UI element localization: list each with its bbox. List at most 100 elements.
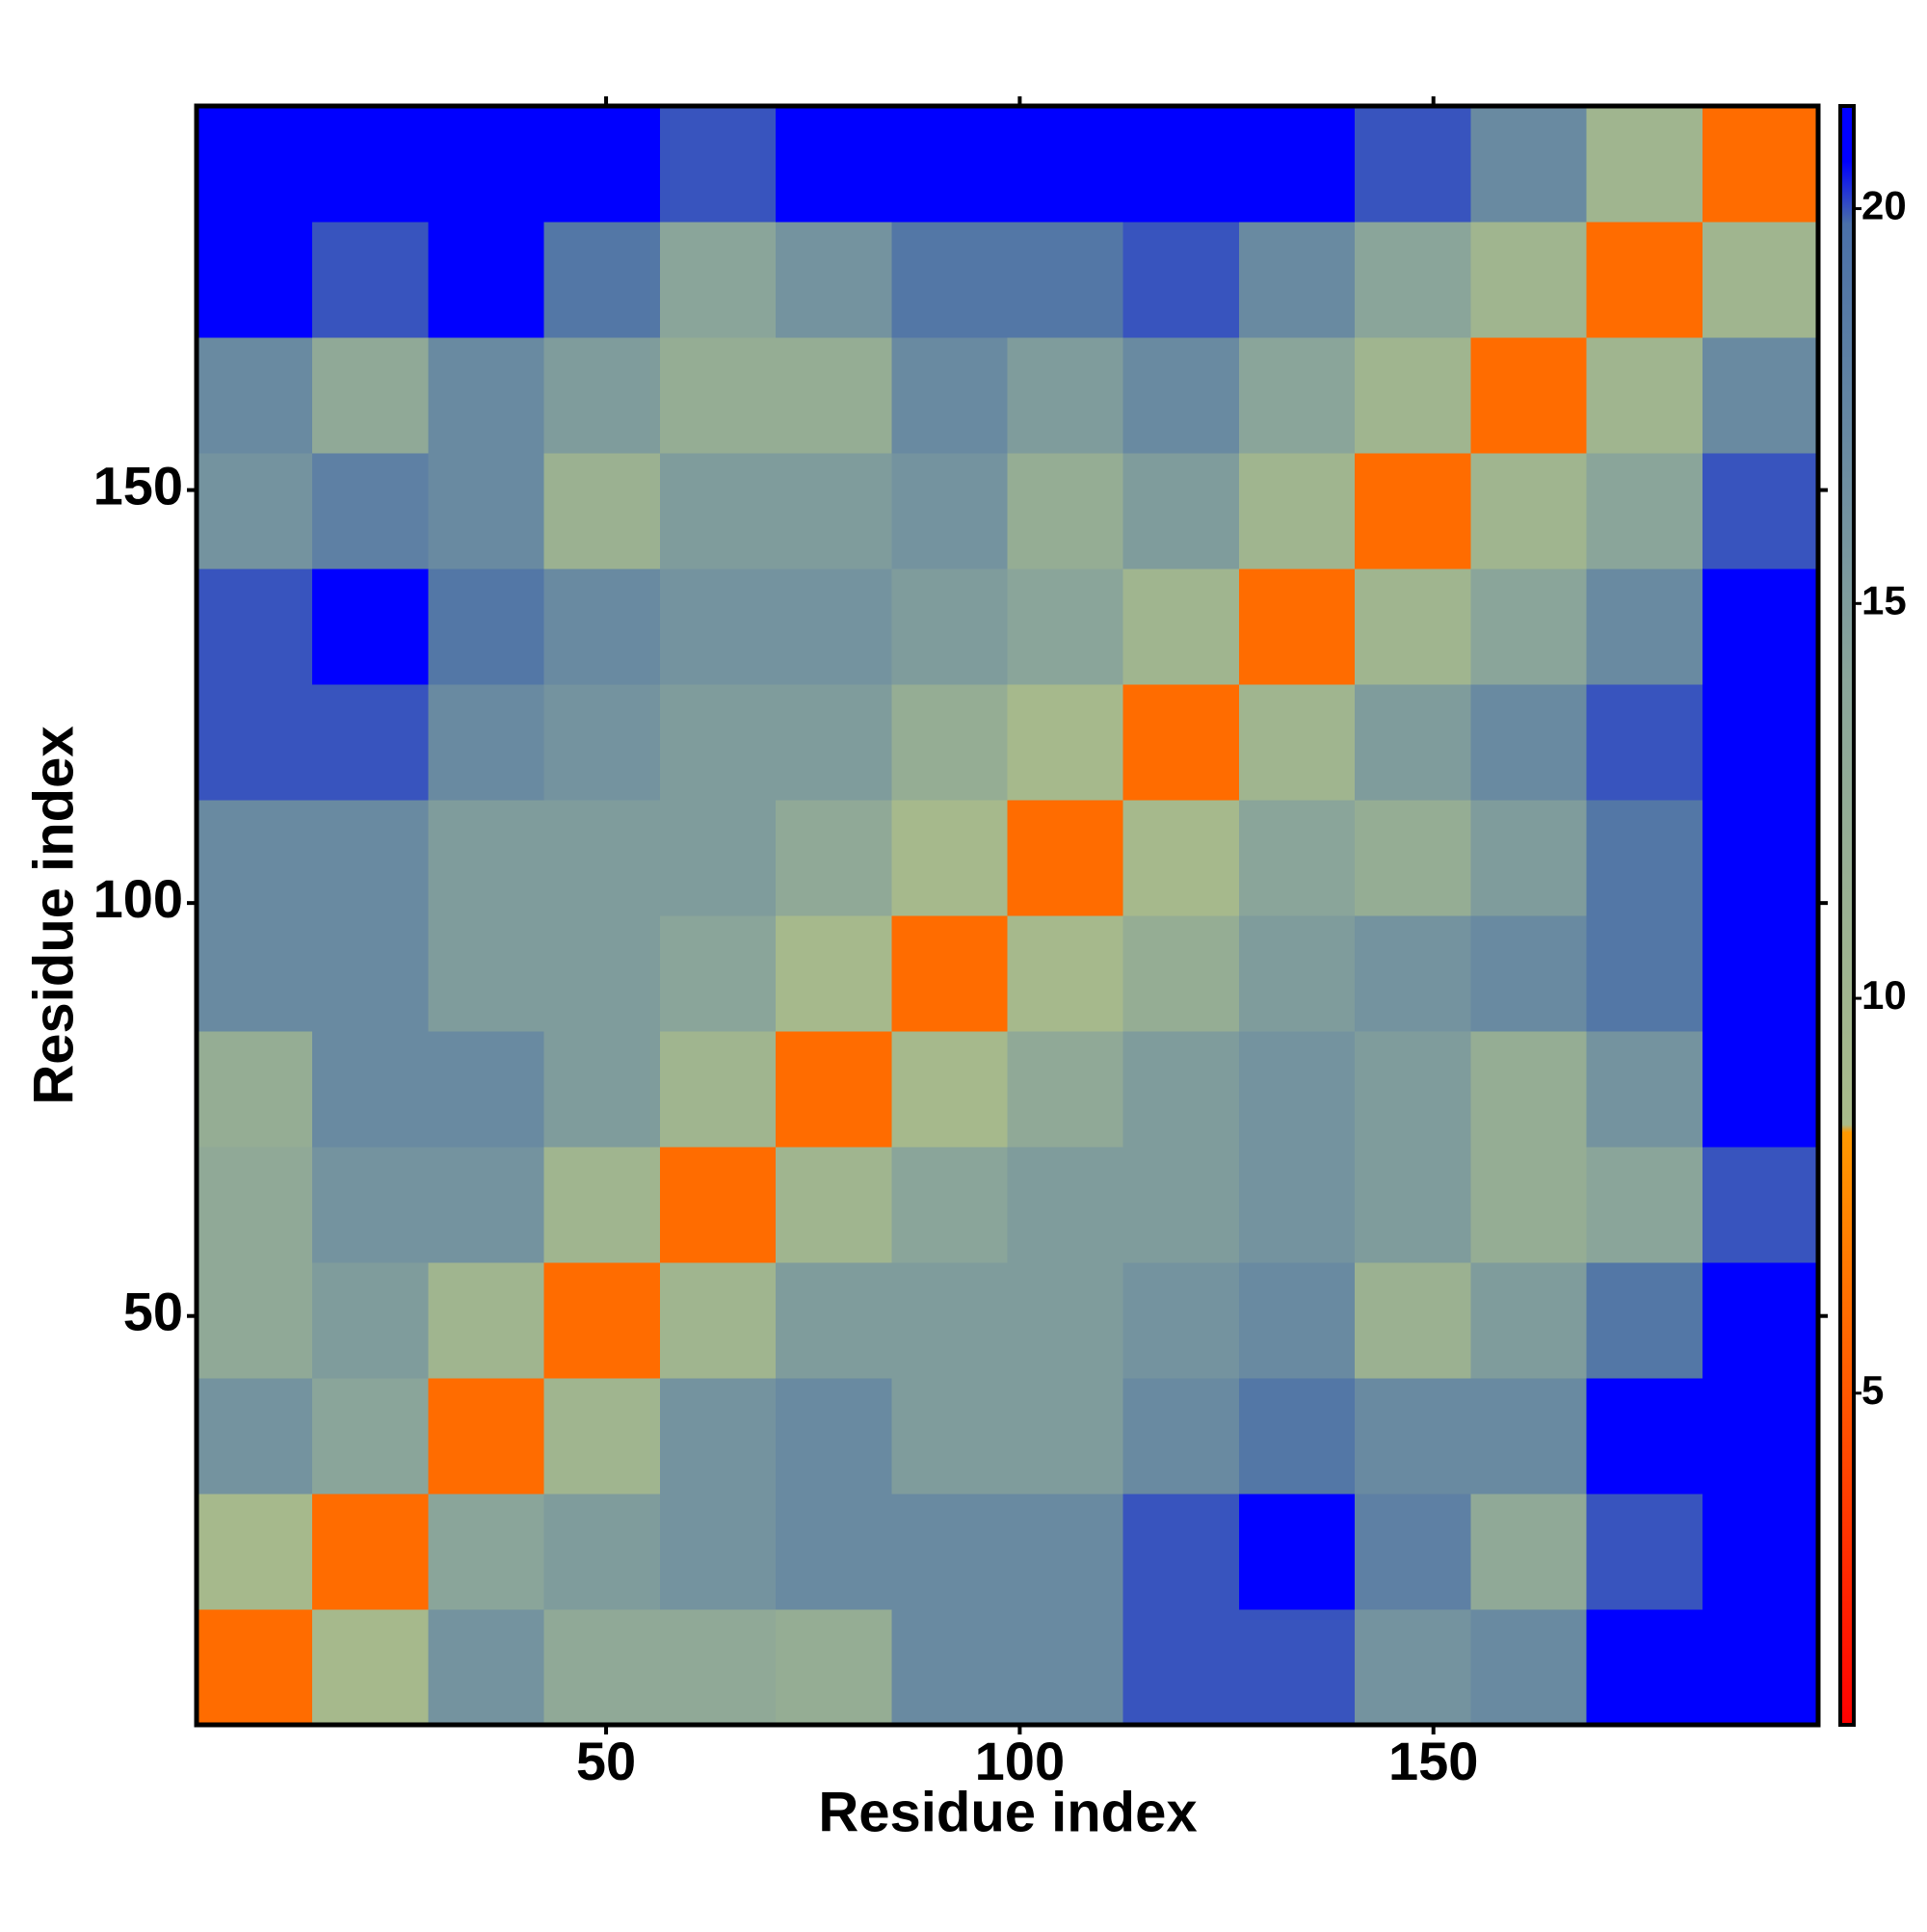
heatmap-cell	[543, 222, 661, 338]
heatmap-cell	[197, 453, 313, 569]
heatmap-cell	[1122, 800, 1240, 916]
heatmap-cell	[312, 106, 429, 223]
heatmap-cell	[1238, 800, 1356, 916]
heatmap-cell	[1122, 1031, 1240, 1148]
heatmap-cell	[776, 1609, 892, 1726]
heatmap-cell	[1355, 1031, 1471, 1148]
heatmap-cell	[312, 1262, 429, 1379]
heatmap-cell	[312, 453, 429, 569]
heatmap-cell	[659, 1494, 777, 1610]
heatmap-cell	[1702, 222, 1819, 338]
heatmap-cell	[1007, 337, 1124, 454]
heatmap-cell	[1238, 1378, 1356, 1495]
heatmap-cell	[543, 1262, 661, 1379]
heatmap-cell	[659, 337, 777, 454]
heatmap-cell	[1238, 1147, 1356, 1263]
x-tick-label: 50	[576, 1731, 636, 1791]
heatmap-cell	[1586, 222, 1703, 338]
heatmap-cell	[891, 800, 1008, 916]
heatmap-cell	[543, 800, 661, 916]
heatmap-cell	[776, 337, 892, 454]
heatmap-cell	[1355, 453, 1471, 569]
heatmap-cell	[312, 684, 429, 801]
heatmap-cell	[428, 106, 545, 223]
heatmap-cell	[312, 1609, 429, 1726]
heatmap-cell	[1586, 1609, 1703, 1726]
heatmap-cell	[428, 1031, 545, 1148]
heatmap-cell	[776, 1378, 892, 1495]
heatmap-cell	[1355, 1378, 1471, 1495]
heatmap-cell	[197, 915, 313, 1032]
heatmap-cell	[1238, 453, 1356, 569]
heatmap-cell	[428, 1378, 545, 1495]
heatmap-cell	[659, 915, 777, 1032]
heatmap-cell	[543, 453, 661, 569]
heatmap-cell	[1007, 1031, 1124, 1148]
heatmap-cell	[1355, 569, 1471, 685]
heatmap-cell	[543, 1378, 661, 1495]
heatmap-cell	[197, 1147, 313, 1263]
heatmap-cell	[1470, 569, 1588, 685]
heatmap-cell	[1007, 1262, 1124, 1379]
heatmap-cell	[1586, 106, 1703, 223]
heatmap-cell	[1586, 1147, 1703, 1263]
heatmap-cell	[891, 106, 1008, 223]
heatmap-cell	[1355, 1262, 1471, 1379]
heatmap-cell	[1122, 569, 1240, 685]
heatmap-cell	[891, 337, 1008, 454]
heatmap-cell	[659, 1031, 777, 1148]
heatmap-cell	[428, 1147, 545, 1263]
heatmap-cell	[1355, 800, 1471, 916]
heatmap-cell	[1007, 222, 1124, 338]
heatmap-cell	[1702, 915, 1819, 1032]
y-tick-label: 100	[93, 868, 183, 929]
heatmap-cell	[1122, 915, 1240, 1032]
heatmap-cell	[1470, 1494, 1588, 1610]
heatmap-cell	[428, 1262, 545, 1379]
heatmap-cell	[312, 800, 429, 916]
heatmap-cell	[776, 1031, 892, 1148]
heatmap-cell	[1122, 1609, 1240, 1726]
colorbar-tick-label: 5	[1861, 1367, 1884, 1413]
heatmap-cell	[197, 106, 313, 223]
heatmap-cell	[1007, 915, 1124, 1032]
heatmap-cell	[312, 222, 429, 338]
heatmap-cell	[1238, 569, 1356, 685]
heatmap-cell	[312, 337, 429, 454]
heatmap-cell	[1470, 1609, 1588, 1726]
heatmap-cell	[1470, 337, 1588, 454]
heatmap-cell	[1238, 915, 1356, 1032]
y-axis-label: Residue index	[22, 726, 85, 1104]
x-tick-label: 100	[975, 1731, 1065, 1791]
heatmap-cells	[197, 106, 1819, 1726]
heatmap-cell	[1355, 106, 1471, 223]
heatmap-cell	[1702, 106, 1819, 223]
heatmap-cell	[312, 1031, 429, 1148]
heatmap-cell	[659, 453, 777, 569]
heatmap-cell	[659, 1147, 777, 1263]
heatmap-cell	[891, 453, 1008, 569]
heatmap-cell	[543, 1031, 661, 1148]
heatmap-cell	[1702, 1378, 1819, 1495]
heatmap-cell	[1586, 915, 1703, 1032]
heatmap-cell	[428, 1494, 545, 1610]
heatmap-cell	[197, 1378, 313, 1495]
heatmap-cell	[776, 1494, 892, 1610]
heatmap-cell	[1586, 1378, 1703, 1495]
plot-frame	[194, 103, 1821, 1728]
heatmap-cell	[1238, 1262, 1356, 1379]
colorbar-tick-label: 20	[1861, 183, 1907, 228]
heatmap-cell	[1007, 1378, 1124, 1495]
heatmap-cell	[428, 337, 545, 454]
heatmap-cell	[1702, 1262, 1819, 1379]
heatmap-cell	[428, 569, 545, 685]
heatmap-cell	[1355, 1494, 1471, 1610]
heatmap-cell	[1586, 1031, 1703, 1148]
heatmap-cell	[1355, 915, 1471, 1032]
heatmap-cell	[543, 1494, 661, 1610]
heatmap-cell	[1586, 1262, 1703, 1379]
heatmap-cell	[1355, 337, 1471, 454]
heatmap-cell	[659, 1609, 777, 1726]
heatmap-cell	[1238, 106, 1356, 223]
heatmap-cell	[1122, 684, 1240, 801]
